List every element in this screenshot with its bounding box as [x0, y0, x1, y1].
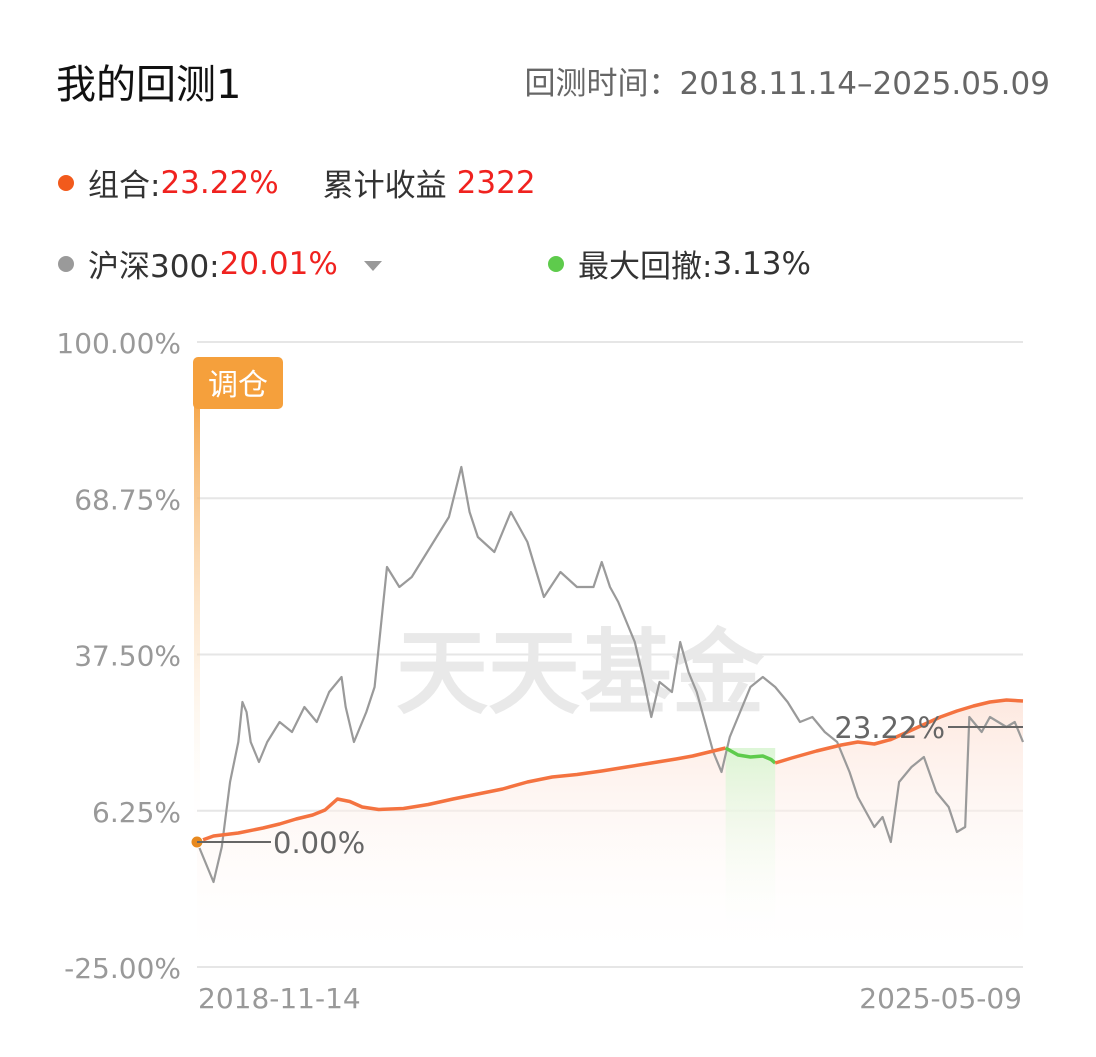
drawdown-dot-icon: [548, 255, 564, 272]
portfolio-area: [197, 700, 1023, 967]
backtest-period: 回测时间：2018.11.14–2025.05.09: [525, 58, 1051, 103]
period-value: 2018.11.14–2025.05.09: [679, 66, 1051, 102]
portfolio-value: 23.22%: [160, 164, 279, 201]
cumulative-value: 2322: [456, 164, 536, 201]
series-line-portfolio: [196, 746, 727, 844]
legend-max-drawdown: 最大回撤: 3.13%: [548, 241, 811, 286]
portfolio-dot-icon: [58, 174, 74, 191]
y-tick-label: 6.25%: [92, 796, 181, 829]
caret-down-icon[interactable]: [363, 260, 382, 271]
portfolio-label: 组合:: [88, 168, 161, 204]
start-value-label: 0.00%: [273, 826, 365, 860]
watermark: 天天基金: [396, 619, 765, 727]
rebalance-badge-label: 调仓: [208, 368, 268, 403]
y-tick-label: 37.50%: [74, 640, 181, 673]
benchmark-dot-icon: [58, 255, 74, 272]
cumulative-label: 累计收益: [322, 168, 447, 204]
end-value-label: 23.22%: [834, 711, 945, 745]
series-line-csi300: [195, 465, 1025, 884]
legend-portfolio: 组合: 23.22% 累计收益 2322: [58, 160, 536, 205]
x-tick-label: 2025-05-09: [859, 982, 1022, 1015]
y-tick-label: 100.00%: [56, 327, 181, 360]
benchmark-label: 沪深300:: [88, 249, 220, 285]
drawdown-label: 最大回撤:: [578, 249, 713, 285]
y-tick-label: -25.00%: [64, 952, 181, 985]
x-tick-label: 2018-11-14: [198, 982, 361, 1015]
series-line-portfolio: [774, 698, 1024, 765]
drawdown-value: 3.13%: [712, 245, 811, 282]
rebalance-line: [194, 400, 200, 842]
series-line-max-drawdown: [724, 746, 777, 765]
period-label: 回测时间：: [524, 66, 680, 102]
rebalance-badge[interactable]: [193, 357, 283, 409]
y-tick-label: 68.75%: [74, 483, 181, 516]
legend-benchmark[interactable]: 沪深300: 20.01%: [58, 241, 382, 286]
page-title: 我的回测1: [56, 62, 242, 108]
drawdown-area: [725, 748, 776, 942]
benchmark-value: 20.01%: [219, 245, 338, 282]
